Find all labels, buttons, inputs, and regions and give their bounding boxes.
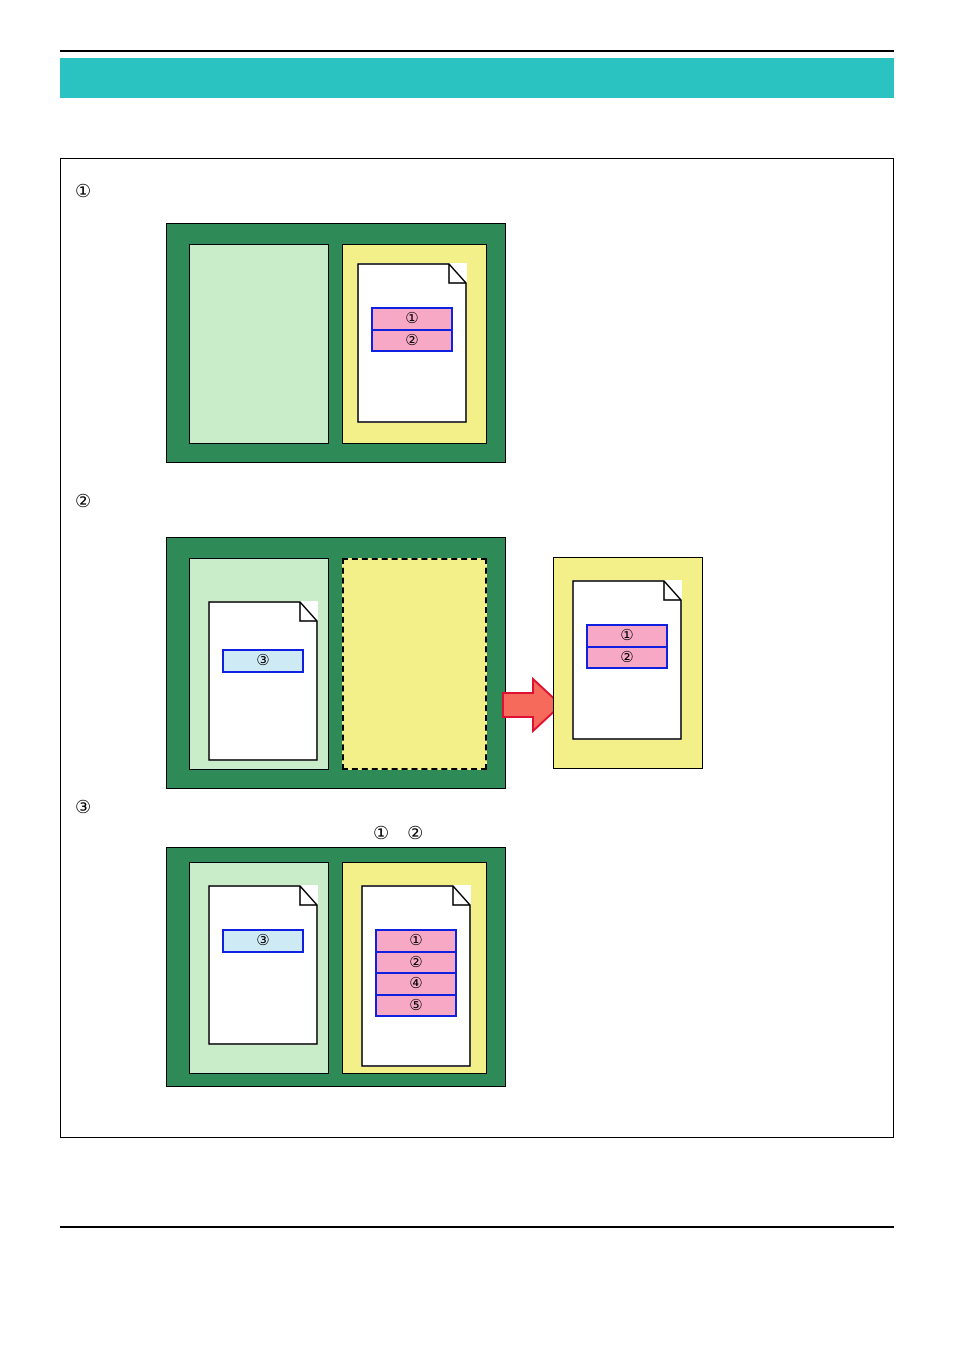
title-bar [60,58,894,98]
step2-left-sheet: ③ [208,601,318,761]
rule-bottom [60,1226,894,1228]
step1-bar-stack: ① ② [371,307,453,352]
step1-sheet: ① ② [357,263,467,423]
step3-left-panel: ③ [189,862,329,1074]
step3-stage: ③ ① ② ④ ⑤ [166,847,506,1087]
step3-right-bar-3: ④ [375,972,457,996]
step2-left-bar-1: ③ [222,649,304,673]
step3-right-bar-1: ① [375,929,457,953]
step2-float-panel: ① ② [553,557,703,769]
step2-float-bar-stack: ① ② [586,624,668,669]
step1-number: ① [75,181,91,202]
step3-left-bar-stack: ③ [222,929,304,953]
step2-number: ② [75,491,91,512]
step1-bar-2: ② [371,329,453,353]
sheet-outline-icon [208,885,318,1045]
sheet-outline-icon [208,601,318,761]
step1-right-panel: ① ② [342,244,487,444]
step2-float-bar-2: ② [586,646,668,670]
step1-bar-1: ① [371,307,453,331]
rule-top [60,50,894,52]
step3-inline-refs: ① ② [373,819,423,845]
figure-frame: ① ① ② ② [60,158,894,1138]
step2-left-bar-stack: ③ [222,649,304,673]
step3-right-sheet: ① ② ④ ⑤ [361,885,471,1067]
step3-right-bar-2: ② [375,951,457,975]
step3-right-panel: ① ② ④ ⑤ [342,862,487,1074]
page: ① ① ② ② [0,0,954,1348]
step1-left-panel [189,244,329,444]
step3-number: ③ [75,797,91,818]
step2-stage: ③ [166,537,506,789]
step3-left-sheet: ③ [208,885,318,1045]
step3-right-bar-stack: ① ② ④ ⑤ [375,929,457,1017]
step3-right-bar-4: ⑤ [375,994,457,1018]
step2-right-panel-dashed [342,558,487,770]
step2-float-sheet: ① ② [572,580,682,740]
step2-left-panel: ③ [189,558,329,770]
step3-left-bar-1: ③ [222,929,304,953]
step1-stage: ① ② [166,223,506,463]
step2-float-bar-1: ① [586,624,668,648]
